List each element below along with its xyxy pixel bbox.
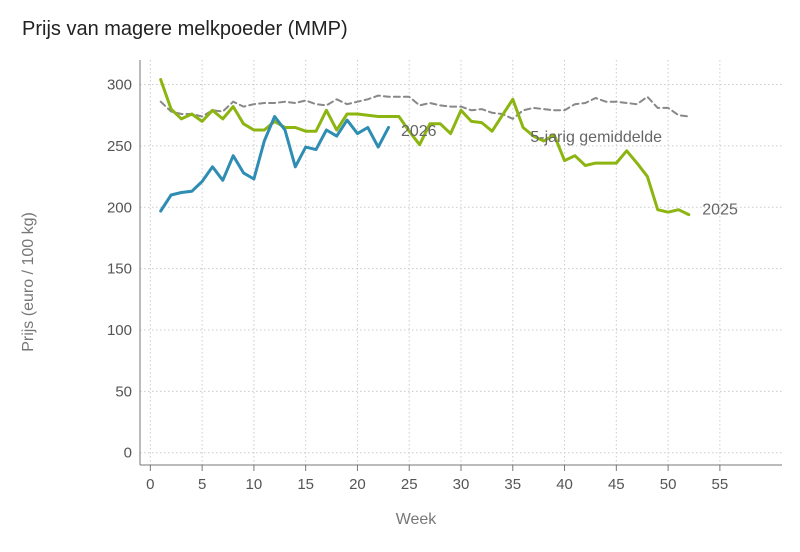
series-label-2025: 2025 <box>702 202 738 219</box>
series-line-1 <box>159 78 691 217</box>
y-tick-label: 50 <box>115 383 132 400</box>
x-tick-label: 55 <box>712 476 729 493</box>
series-line-2 <box>159 115 390 213</box>
x-tick-label: 35 <box>504 476 521 493</box>
y-tick-label: 200 <box>107 199 132 216</box>
x-tick-label: 20 <box>349 476 366 493</box>
x-tick-label: 5 <box>198 476 206 493</box>
series <box>159 78 691 217</box>
x-tick-label: 30 <box>453 476 470 493</box>
y-tick-label: 100 <box>107 322 132 339</box>
series-label-2026: 2026 <box>401 123 437 140</box>
series-labels: 2026 2025 5-jarig gemiddelde <box>401 123 738 219</box>
chart-title: Prijs van magere melkpoeder (MMP) <box>22 18 348 40</box>
y-tick-label: 250 <box>107 138 132 155</box>
x-tick-label: 25 <box>401 476 418 493</box>
y-tick-label: 150 <box>107 261 132 278</box>
y-axis-title: Prijs (euro / 100 kg) <box>20 212 37 352</box>
x-tick-label: 40 <box>556 476 573 493</box>
y-tick-label: 0 <box>124 445 132 462</box>
x-tick-label: 10 <box>246 476 263 493</box>
grid <box>140 60 782 465</box>
x-tick-label: 45 <box>608 476 625 493</box>
x-tick-label: 50 <box>660 476 677 493</box>
series-label-five-year: 5-jarig gemiddelde <box>530 129 662 146</box>
x-axis-title: Week <box>396 511 438 528</box>
series-line-0 <box>159 94 690 120</box>
y-tick-label: 300 <box>107 77 132 94</box>
x-tick-label: 15 <box>297 476 314 493</box>
x-tick-label: 0 <box>146 476 154 493</box>
